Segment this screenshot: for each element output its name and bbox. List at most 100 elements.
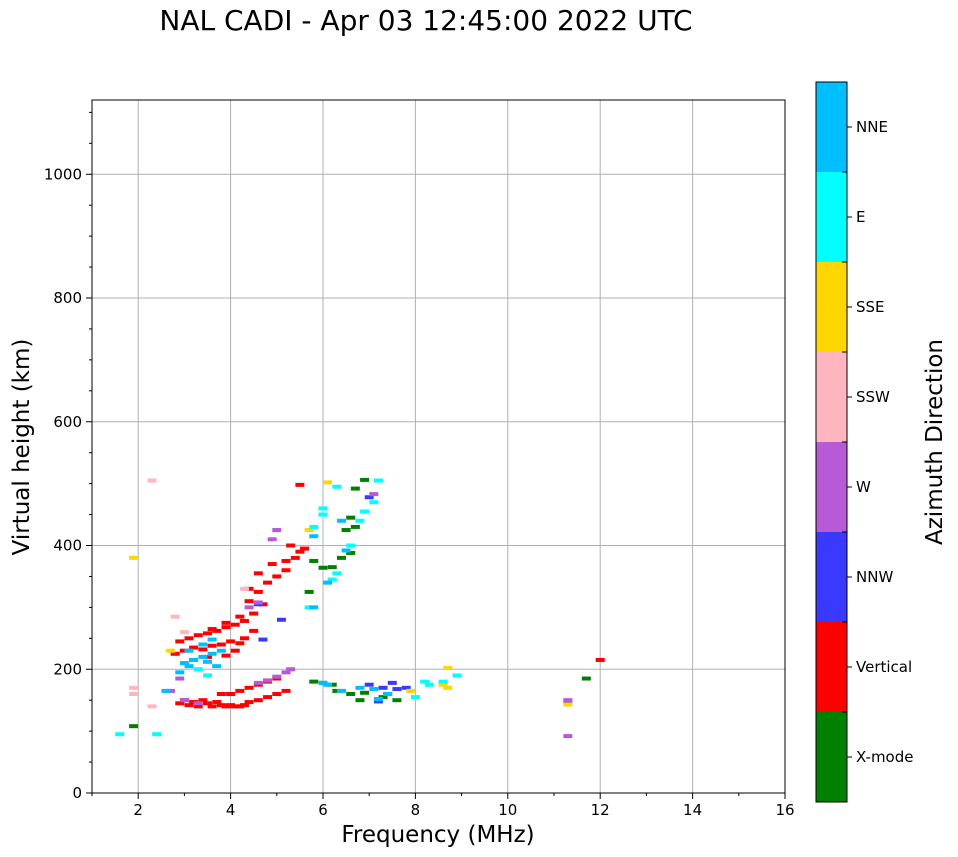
- data-point-w: [281, 670, 291, 675]
- data-point-vertical: [175, 639, 185, 644]
- data-point-w: [563, 734, 573, 739]
- data-point-x-mode: [360, 690, 370, 695]
- data-point-w: [272, 528, 282, 533]
- data-point-nne: [336, 518, 346, 523]
- data-point-x-mode: [581, 676, 591, 681]
- data-point-vertical: [230, 704, 240, 709]
- data-point-vertical: [263, 695, 273, 700]
- data-point-vertical: [239, 636, 249, 641]
- data-point-nnw: [373, 699, 383, 704]
- data-point-vertical: [239, 618, 249, 623]
- data-point-e: [318, 512, 328, 517]
- data-point-vertical: [263, 580, 273, 585]
- data-point-e: [152, 732, 162, 737]
- data-point-sse: [443, 685, 453, 690]
- data-point-nne: [203, 659, 212, 664]
- colorbar-tick-label: W: [856, 478, 871, 496]
- data-point-ssw: [129, 685, 139, 690]
- data-point-ssw: [147, 704, 157, 709]
- data-point-nne: [369, 687, 379, 692]
- data-point-vertical: [170, 651, 180, 656]
- data-point-vertical: [253, 589, 263, 594]
- data-point-e: [410, 695, 420, 700]
- data-point-w: [369, 492, 379, 497]
- data-point-x-mode: [392, 698, 402, 703]
- data-point-vertical: [230, 622, 240, 627]
- data-point-vertical: [193, 704, 203, 709]
- data-point-nne: [161, 688, 171, 693]
- data-point-w: [179, 698, 189, 703]
- data-point-vertical: [281, 568, 291, 573]
- data-point-vertical: [235, 641, 245, 646]
- data-point-sse: [323, 480, 333, 485]
- colorbar-swatch: [816, 712, 847, 802]
- data-point-sse: [129, 555, 139, 560]
- x-axis-label: Frequency (MHz): [341, 822, 534, 848]
- data-point-vertical: [253, 571, 263, 576]
- data-point-vertical: [179, 648, 189, 653]
- y-tick-label: 200: [53, 660, 82, 678]
- data-point-x-mode: [336, 555, 346, 560]
- data-point-vertical: [212, 628, 222, 633]
- data-point-vertical: [258, 602, 268, 607]
- data-point-x-mode: [309, 679, 319, 684]
- data-point-vertical: [189, 700, 199, 705]
- y-tick-label: 600: [53, 413, 82, 431]
- data-point-x-mode: [350, 486, 360, 491]
- data-point-sse: [166, 648, 176, 653]
- data-point-w: [286, 667, 296, 672]
- data-point-vertical: [286, 543, 296, 548]
- colorbar-tick-label: NNW: [856, 568, 893, 586]
- data-point-vertical: [244, 586, 254, 591]
- data-point-nne: [184, 664, 194, 669]
- y-tick-label: 800: [53, 289, 82, 307]
- data-point-vertical: [221, 653, 231, 658]
- data-point-vertical: [189, 645, 199, 650]
- grid: [92, 100, 785, 793]
- data-point-x-mode: [309, 558, 319, 563]
- y-tick-label: 0: [72, 784, 82, 802]
- chart-title: NAL CADI - Apr 03 12:45:00 2022 UTC: [159, 4, 693, 37]
- x-axis-ticks: 2 4 6 8 10 12 14 16: [91, 793, 795, 819]
- data-point-vertical: [184, 636, 194, 641]
- colorbar-swatch: [816, 172, 847, 262]
- data-point-vertical: [281, 558, 291, 563]
- colorbar-swatch: [816, 352, 847, 442]
- data-point-vertical: [230, 648, 240, 653]
- data-point-nnw: [276, 617, 286, 622]
- data-point-x-mode: [327, 565, 337, 570]
- data-point-vertical: [281, 688, 291, 693]
- data-point-x-mode: [355, 698, 365, 703]
- data-points: [115, 477, 605, 739]
- colorbar-swatch: [816, 82, 847, 172]
- data-point-e: [355, 518, 365, 523]
- plot-frame: [91, 99, 786, 794]
- data-point-nne: [323, 682, 333, 687]
- data-point-ssw: [170, 614, 180, 619]
- data-point-ssw: [179, 630, 189, 635]
- data-point-vertical: [244, 700, 254, 705]
- data-point-w: [253, 680, 263, 685]
- x-tick-label: 10: [498, 801, 517, 819]
- y-axis-label: Virtual height (km): [9, 339, 35, 556]
- data-point-vertical: [267, 562, 277, 567]
- data-point-w: [253, 600, 263, 605]
- data-point-nne: [373, 696, 383, 701]
- data-point-vertical: [249, 628, 259, 633]
- data-point-nnw: [364, 682, 374, 687]
- data-point-vertical: [207, 704, 217, 709]
- data-point-vertical: [595, 657, 605, 662]
- data-point-ssw: [129, 692, 139, 696]
- data-point-vertical: [253, 698, 263, 703]
- data-point-x-mode: [304, 589, 314, 594]
- data-point-ssw: [239, 586, 249, 591]
- data-point-e: [420, 679, 430, 684]
- data-point-vertical: [226, 703, 236, 708]
- data-point-w: [166, 688, 176, 693]
- colorbar-swatch: [816, 262, 847, 352]
- colorbar-swatch: [816, 622, 847, 712]
- data-point-nne: [189, 657, 199, 662]
- data-point-vertical: [300, 546, 310, 551]
- data-point-sse: [563, 702, 573, 707]
- data-point-vertical: [198, 698, 208, 703]
